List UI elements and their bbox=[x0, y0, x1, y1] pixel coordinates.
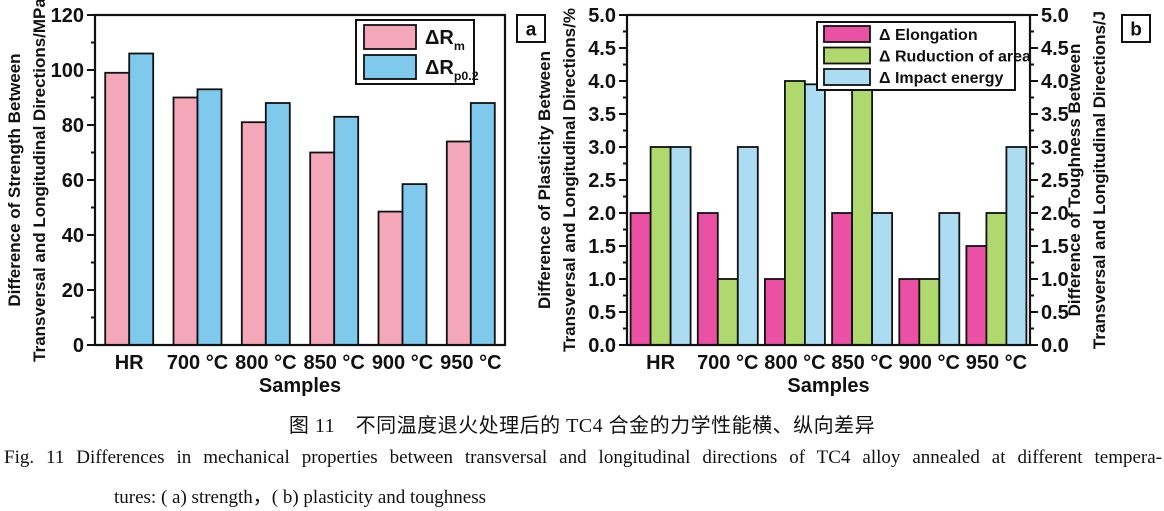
y-tick-label-right: 1.5 bbox=[1041, 236, 1069, 258]
panel-label: b bbox=[1130, 20, 1142, 41]
bar bbox=[1005, 146, 1028, 346]
legend-label: Δ Elongation bbox=[879, 27, 978, 44]
x-tick-label: 700 °C bbox=[697, 352, 758, 374]
bar bbox=[401, 183, 428, 346]
y-tick-label-right: 2.0 bbox=[1041, 203, 1069, 225]
y-tick-label: 1.5 bbox=[588, 236, 616, 258]
x-axis-label: Samples bbox=[259, 375, 341, 397]
bar bbox=[264, 102, 291, 346]
legend-swatch bbox=[823, 25, 871, 43]
caption-english-line1: Fig. 11 Differences in mechanical proper… bbox=[4, 447, 1162, 468]
bar bbox=[333, 115, 360, 347]
bar bbox=[445, 140, 472, 346]
y-axis-label: Transversal and Longitudinal Directions/… bbox=[560, 8, 579, 352]
y-axis-label: Transversal and Longitudinal Directions/… bbox=[30, 0, 49, 362]
y-tick-label: 120 bbox=[51, 5, 84, 27]
bar bbox=[736, 146, 759, 346]
bar bbox=[104, 71, 131, 346]
y-tick-label: 3.5 bbox=[588, 104, 616, 126]
bar bbox=[172, 96, 199, 346]
bar bbox=[851, 80, 874, 346]
bar bbox=[240, 121, 267, 346]
bar bbox=[783, 80, 806, 346]
bar bbox=[898, 278, 921, 346]
y-tick-label: 0.5 bbox=[588, 302, 616, 324]
panel-label-box bbox=[516, 14, 546, 43]
legend-label: Δ Impact energy bbox=[879, 70, 1004, 87]
x-tick-label: 900 °C bbox=[899, 352, 960, 374]
x-tick-label: 850 °C bbox=[831, 352, 892, 374]
y-tick-label: 2.0 bbox=[588, 203, 616, 225]
bar bbox=[669, 146, 692, 346]
y-tick-label: 100 bbox=[51, 60, 84, 82]
y-tick-label-right: 5.0 bbox=[1041, 5, 1069, 27]
y-tick-label-right: 3.0 bbox=[1041, 137, 1069, 159]
panel-label-box bbox=[1121, 14, 1151, 43]
bar bbox=[696, 212, 719, 346]
y-tick-label: 1.0 bbox=[588, 269, 616, 291]
caption-english-line2: tures: ( a) strength，( b) plasticity and… bbox=[114, 487, 487, 508]
bar bbox=[831, 212, 854, 346]
legend-swatch bbox=[363, 54, 417, 80]
y-tick-label: 0.0 bbox=[588, 335, 616, 357]
y-tick-label-right: 4.5 bbox=[1041, 38, 1069, 60]
bar bbox=[938, 212, 961, 346]
x-tick-label: HR bbox=[646, 352, 675, 374]
bar bbox=[649, 146, 672, 346]
y-tick-label: 5.0 bbox=[588, 5, 616, 27]
bar bbox=[763, 278, 786, 346]
bar bbox=[629, 212, 652, 346]
y-axis-label: Difference of Plasticity Between bbox=[535, 51, 554, 309]
x-tick-label: 900 °C bbox=[372, 352, 433, 374]
x-tick-label: 950 °C bbox=[966, 352, 1027, 374]
y-tick-label: 4.5 bbox=[588, 38, 616, 60]
chart-a-strength: HR 700 °C 800 °C 850 °C 900 °C 950 °C 0 20 40 60 8… bbox=[5, 0, 546, 397]
y-tick-label-right: 0.5 bbox=[1041, 302, 1069, 324]
panel-label: a bbox=[526, 20, 537, 41]
y-tick-label-right: 2.5 bbox=[1041, 170, 1069, 192]
legend-swatch bbox=[363, 24, 417, 50]
x-tick-label: 800 °C bbox=[235, 352, 296, 374]
bar bbox=[803, 83, 826, 346]
bar bbox=[965, 245, 988, 346]
y-tick-label: 80 bbox=[62, 115, 84, 137]
y-tick-label-right: 0.0 bbox=[1041, 335, 1069, 357]
y-axis-label-right: Difference of Toughness Between bbox=[1065, 44, 1084, 317]
y-tick-label: 2.5 bbox=[588, 170, 616, 192]
legend-swatch bbox=[823, 68, 871, 86]
y-tick-label: 60 bbox=[62, 170, 84, 192]
x-tick-label: 700 °C bbox=[167, 352, 228, 374]
bar bbox=[128, 52, 155, 346]
legend-swatch bbox=[823, 46, 871, 65]
y-tick-label-right: 3.5 bbox=[1041, 104, 1069, 126]
y-tick-label: 20 bbox=[62, 280, 84, 302]
y-tick-label: 4.0 bbox=[588, 71, 616, 93]
bar bbox=[716, 278, 739, 346]
x-tick-label: 850 °C bbox=[303, 352, 364, 374]
legend-label: Δ Ruduction of area bbox=[879, 48, 1031, 65]
bar bbox=[377, 210, 404, 346]
y-tick-label: 0 bbox=[73, 335, 84, 357]
y-tick-label: 3.0 bbox=[588, 137, 616, 159]
x-tick-label: 800 °C bbox=[764, 352, 825, 374]
y-axis-label-right: Transversal and Longitudinal Directions/… bbox=[1090, 11, 1109, 349]
y-tick-label-right: 4.0 bbox=[1041, 71, 1069, 93]
x-axis-label: Samples bbox=[787, 375, 869, 397]
chart-b-plasticity-toughness: HR 700 °C 800 °C 850 °C 900 °C 950 °C 0.0 0.0 0.… bbox=[535, 5, 1151, 397]
x-tick-label: 950 °C bbox=[440, 352, 501, 374]
x-tick-label: HR bbox=[115, 352, 144, 374]
bar bbox=[309, 151, 336, 346]
bar bbox=[871, 212, 894, 346]
bar bbox=[196, 88, 223, 347]
y-tick-label-right: 1.0 bbox=[1041, 269, 1069, 291]
y-tick-label: 40 bbox=[62, 225, 84, 247]
bar bbox=[985, 212, 1008, 346]
y-axis-label: Difference of Strength Between bbox=[5, 53, 24, 306]
caption-chinese: 图 11 不同温度退火处理后的 TC4 合金的力学性能横、纵向差异 bbox=[288, 415, 876, 437]
bar bbox=[918, 278, 941, 346]
bar bbox=[469, 102, 496, 346]
